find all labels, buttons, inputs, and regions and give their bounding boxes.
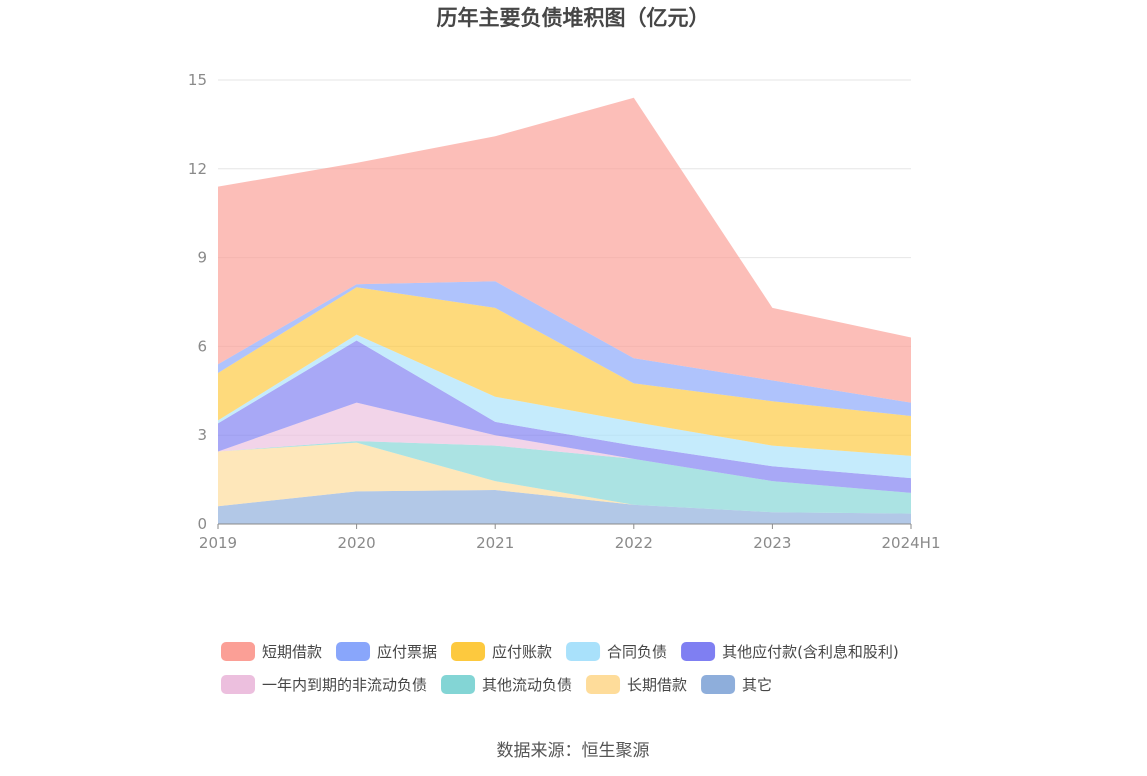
legend-swatch bbox=[441, 675, 476, 694]
legend-label: 短期借款 bbox=[262, 643, 322, 661]
legend-item[interactable]: 一年内到期的非流动负债 bbox=[221, 675, 427, 694]
y-tick-label: 15 bbox=[188, 71, 207, 89]
x-tick-label: 2022 bbox=[615, 534, 653, 552]
legend-swatch bbox=[336, 642, 371, 661]
area-series bbox=[218, 97, 911, 524]
x-tick-label: 2020 bbox=[338, 534, 376, 552]
legend-item[interactable]: 其他应付款(含利息和股利) bbox=[681, 642, 899, 661]
area-8 bbox=[218, 281, 911, 416]
area-6 bbox=[218, 334, 911, 479]
chart-title: 历年主要负债堆积图（亿元） bbox=[437, 6, 710, 30]
area-4 bbox=[218, 402, 911, 493]
legend-label: 一年内到期的非流动负债 bbox=[262, 676, 427, 694]
x-tick-label: 2019 bbox=[199, 534, 237, 552]
area-1 bbox=[218, 490, 911, 524]
legend-label: 合同负债 bbox=[607, 643, 667, 661]
x-tick-label: 2021 bbox=[476, 534, 514, 552]
legend: 短期借款 应付票据 应付账款 合同负债 其他应付款(含利息和股利) 一年内到期的非流动负债… bbox=[221, 642, 899, 694]
legend-label: 其他应付款(含利息和股利) bbox=[722, 643, 899, 661]
legend-label: 其它 bbox=[742, 676, 772, 694]
area-5 bbox=[218, 340, 911, 493]
legend-item[interactable]: 长期借款 bbox=[586, 675, 687, 694]
legend-swatch bbox=[566, 642, 601, 661]
area-2 bbox=[218, 442, 911, 514]
legend-swatch bbox=[586, 675, 621, 694]
legend-swatch bbox=[221, 642, 255, 661]
legend-swatch bbox=[451, 642, 486, 661]
x-tick-label: 2024H1 bbox=[882, 534, 941, 552]
area-3 bbox=[218, 441, 911, 514]
x-tick-label: 2023 bbox=[753, 534, 791, 552]
legend-item[interactable]: 短期借款 bbox=[221, 642, 322, 661]
area-9 bbox=[218, 97, 911, 403]
y-tick-label: 6 bbox=[197, 337, 207, 355]
y-tick-label: 9 bbox=[197, 249, 207, 267]
legend-label: 应付票据 bbox=[377, 643, 437, 661]
y-tick-label: 12 bbox=[188, 160, 207, 178]
legend-label: 其他流动负债 bbox=[482, 676, 572, 694]
legend-item[interactable]: 合同负债 bbox=[566, 642, 667, 661]
y-tick-label: 3 bbox=[197, 426, 207, 444]
legend-swatch bbox=[681, 642, 716, 661]
data-source-note: 数据来源：恒生聚源 bbox=[497, 741, 650, 761]
legend-label: 应付账款 bbox=[492, 643, 552, 661]
axes: 0 3 6 9 12 15 2019 2020 2021 2022 2023 2024H1 bbox=[188, 71, 941, 552]
legend-item[interactable]: 其他流动负债 bbox=[441, 675, 572, 694]
legend-swatch bbox=[221, 675, 255, 694]
legend-item[interactable]: 应付票据 bbox=[336, 642, 437, 661]
y-tick-label: 0 bbox=[197, 515, 207, 533]
area-7 bbox=[218, 287, 911, 456]
legend-item[interactable]: 应付账款 bbox=[451, 642, 552, 661]
legend-label: 长期借款 bbox=[627, 676, 687, 694]
legend-item[interactable]: 其它 bbox=[701, 675, 772, 694]
legend-swatch bbox=[701, 675, 736, 694]
